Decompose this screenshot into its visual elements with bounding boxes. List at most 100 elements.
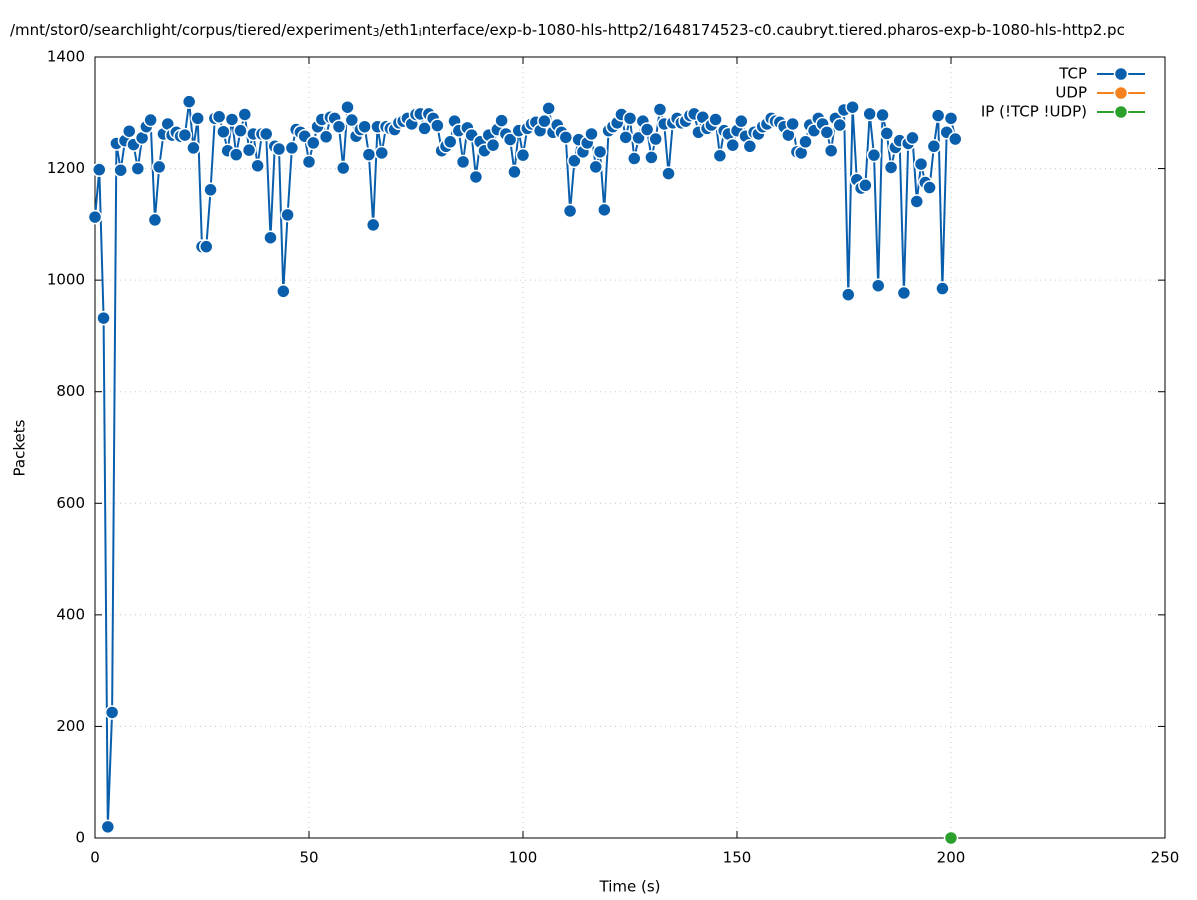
- data-point: [652, 102, 668, 117]
- data-point: [648, 131, 663, 147]
- data-point: [494, 113, 509, 128]
- data-point: [301, 154, 317, 170]
- data-point: [930, 108, 946, 123]
- data-point: [507, 164, 522, 180]
- data-point: [537, 113, 552, 129]
- data-point: [823, 143, 839, 158]
- data-point: [199, 239, 214, 254]
- data-point: [644, 150, 659, 165]
- data-point: [785, 116, 800, 132]
- data-point: [468, 169, 484, 185]
- y-tick-label: 600: [56, 494, 85, 512]
- data-point: [725, 137, 740, 153]
- series-line: [94, 101, 957, 827]
- data-point: [845, 99, 860, 115]
- legend-marker: [1113, 85, 1129, 101]
- legend-label: UDP: [1055, 84, 1087, 102]
- data-point: [190, 111, 205, 126]
- data-point: [875, 107, 890, 123]
- data-point: [558, 130, 574, 145]
- x-tick-label: 200: [937, 849, 966, 867]
- legend-marker: [1113, 66, 1129, 82]
- data-point: [832, 117, 847, 133]
- data-point: [841, 287, 856, 302]
- data-point: [943, 111, 959, 126]
- data-point: [639, 122, 655, 137]
- x-tick-label: 250: [1151, 849, 1180, 867]
- data-point: [883, 160, 899, 175]
- title-part: /mnt/stor0/searchlight/corpus/tiered/exp…: [10, 21, 373, 39]
- data-point: [306, 135, 321, 151]
- data-point: [216, 124, 231, 140]
- data-point: [734, 113, 749, 129]
- data-point: [896, 285, 912, 301]
- y-tick-label: 1200: [47, 159, 85, 177]
- data-point: [228, 147, 244, 162]
- data-point: [430, 118, 445, 133]
- data-point: [92, 162, 107, 177]
- data-point: [948, 131, 963, 147]
- legend-label: IP (!TCP !UDP): [981, 103, 1087, 121]
- data-point: [365, 217, 381, 233]
- data-point: [712, 148, 728, 163]
- data-point: [340, 99, 355, 115]
- data-point: [905, 130, 920, 146]
- data-point: [186, 140, 201, 156]
- data-point: [211, 109, 227, 124]
- y-tick-label: 800: [56, 382, 85, 400]
- data-point: [631, 130, 646, 146]
- data-point: [515, 147, 531, 163]
- data-point: [143, 112, 158, 128]
- data-point: [858, 178, 873, 193]
- data-point: [147, 212, 163, 228]
- y-tick-label: 0: [75, 829, 85, 847]
- data-point: [798, 134, 813, 150]
- data-point: [224, 112, 240, 127]
- data-point: [335, 160, 351, 176]
- data-point: [562, 203, 578, 219]
- legend-label: TCP: [1058, 65, 1087, 83]
- data-point: [271, 141, 287, 157]
- data-point: [344, 112, 360, 128]
- y-axis-label: Packets: [11, 419, 29, 476]
- x-axis-label: Time (s): [599, 878, 661, 896]
- data-point: [627, 151, 642, 166]
- data-point: [357, 119, 372, 134]
- data-point: [280, 207, 295, 223]
- x-tick-label: 50: [299, 849, 318, 867]
- data-point: [708, 112, 723, 127]
- x-tick-label: 0: [90, 849, 100, 867]
- x-tick-label: 150: [723, 849, 752, 867]
- data-point: [455, 154, 471, 170]
- data-point: [87, 209, 103, 225]
- data-point: [203, 182, 218, 198]
- data-point: [233, 123, 248, 138]
- data-point: [237, 107, 253, 122]
- data-point: [661, 166, 676, 181]
- data-point: [622, 111, 638, 126]
- y-tick-label: 400: [56, 605, 85, 623]
- data-point: [442, 134, 458, 150]
- data-point: [567, 153, 582, 169]
- data-point: [935, 281, 950, 296]
- data-point: [104, 705, 120, 720]
- data-point: [361, 147, 377, 162]
- y-tick-label: 1000: [47, 271, 85, 289]
- data-point: [862, 106, 877, 122]
- data-point: [151, 159, 167, 175]
- data-point: [113, 162, 128, 178]
- y-tick-label: 200: [56, 717, 85, 735]
- data-point: [276, 284, 291, 299]
- data-point: [943, 830, 959, 846]
- data-point: [374, 145, 390, 161]
- x-tick-label: 100: [509, 849, 538, 867]
- data-point: [592, 144, 608, 160]
- data-point: [485, 137, 501, 153]
- data-point: [909, 194, 925, 209]
- data-point: [121, 123, 137, 139]
- data-point: [922, 180, 937, 195]
- y-tick-label: 1400: [47, 48, 85, 66]
- data-point: [879, 126, 895, 141]
- data-point: [241, 142, 257, 158]
